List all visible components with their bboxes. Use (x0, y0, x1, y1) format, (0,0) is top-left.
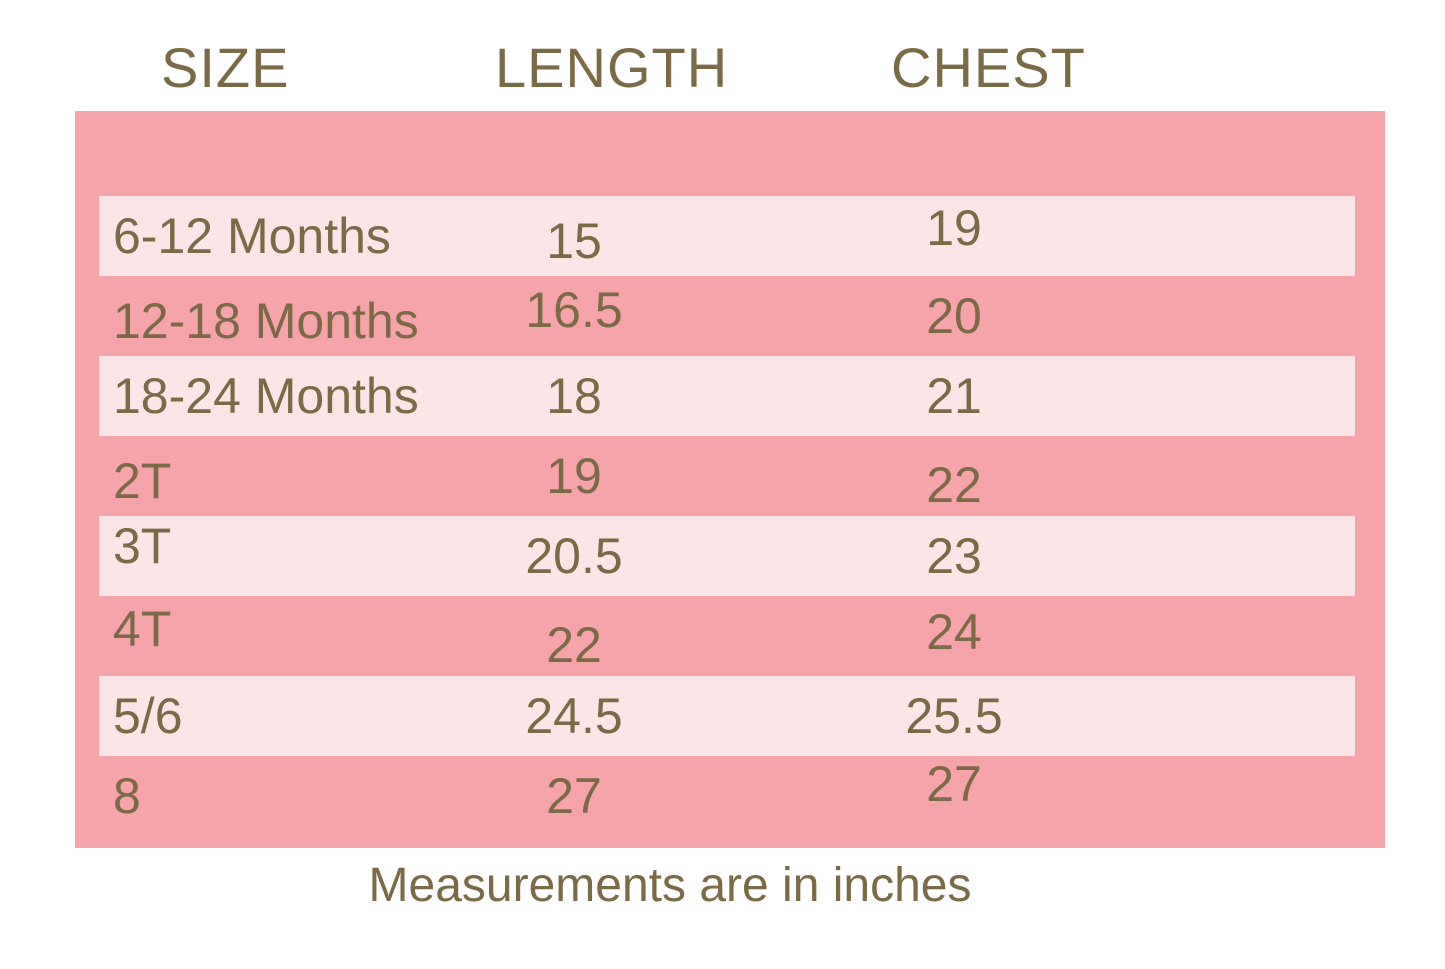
table-row: 3T 20.5 23 (99, 516, 1355, 596)
table-row: 4T 22 24 (99, 596, 1355, 676)
cell-length: 22 (546, 617, 602, 673)
cell-size: 18-24 Months (113, 368, 419, 424)
cell-length: 24.5 (525, 688, 623, 744)
table-row: 18-24 Months 18 21 (99, 356, 1355, 436)
cell-chest: 23 (926, 528, 982, 584)
cell-length: 16.5 (525, 282, 623, 338)
cell-length: 19 (546, 448, 602, 504)
cell-chest: 24 (926, 604, 982, 660)
header-chest: CHEST (891, 36, 1086, 99)
units-note: Measurements are in inches (368, 859, 972, 912)
cell-chest: 19 (926, 200, 982, 256)
table-body: 6-12 Months 15 19 12-18 Months 16.5 20 18-24 M… (75, 196, 1385, 836)
cell-size: 5/6 (113, 688, 183, 744)
cell-chest: 27 (926, 756, 982, 812)
table-row: 2T 19 22 (99, 436, 1355, 516)
cell-size: 12-18 Months (113, 293, 419, 349)
cell-chest: 25.5 (905, 688, 1003, 744)
cell-size: 3T (113, 518, 172, 574)
cell-size: 2T (113, 453, 172, 509)
cell-size: 8 (113, 768, 141, 824)
table-row: 6-12 Months 15 19 (99, 196, 1355, 276)
cell-chest: 22 (926, 457, 982, 513)
cell-length: 27 (546, 768, 602, 824)
cell-size: 4T (113, 601, 172, 657)
cell-chest: 20 (926, 288, 982, 344)
cell-length: 15 (546, 213, 602, 269)
size-table-panel: 6-12 Months 15 19 12-18 Months 16.5 20 18-24 M… (75, 111, 1385, 848)
cell-length: 20.5 (525, 528, 623, 584)
table-row: 8 27 27 (99, 756, 1355, 836)
header-length: LENGTH (495, 36, 729, 99)
cell-length: 18 (546, 368, 602, 424)
cell-size: 6-12 Months (113, 208, 391, 264)
cell-chest: 21 (926, 368, 982, 424)
table-row: 12-18 Months 16.5 20 (99, 276, 1355, 356)
table-row: 5/6 24.5 25.5 (99, 676, 1355, 756)
header-size: SIZE (161, 36, 290, 99)
